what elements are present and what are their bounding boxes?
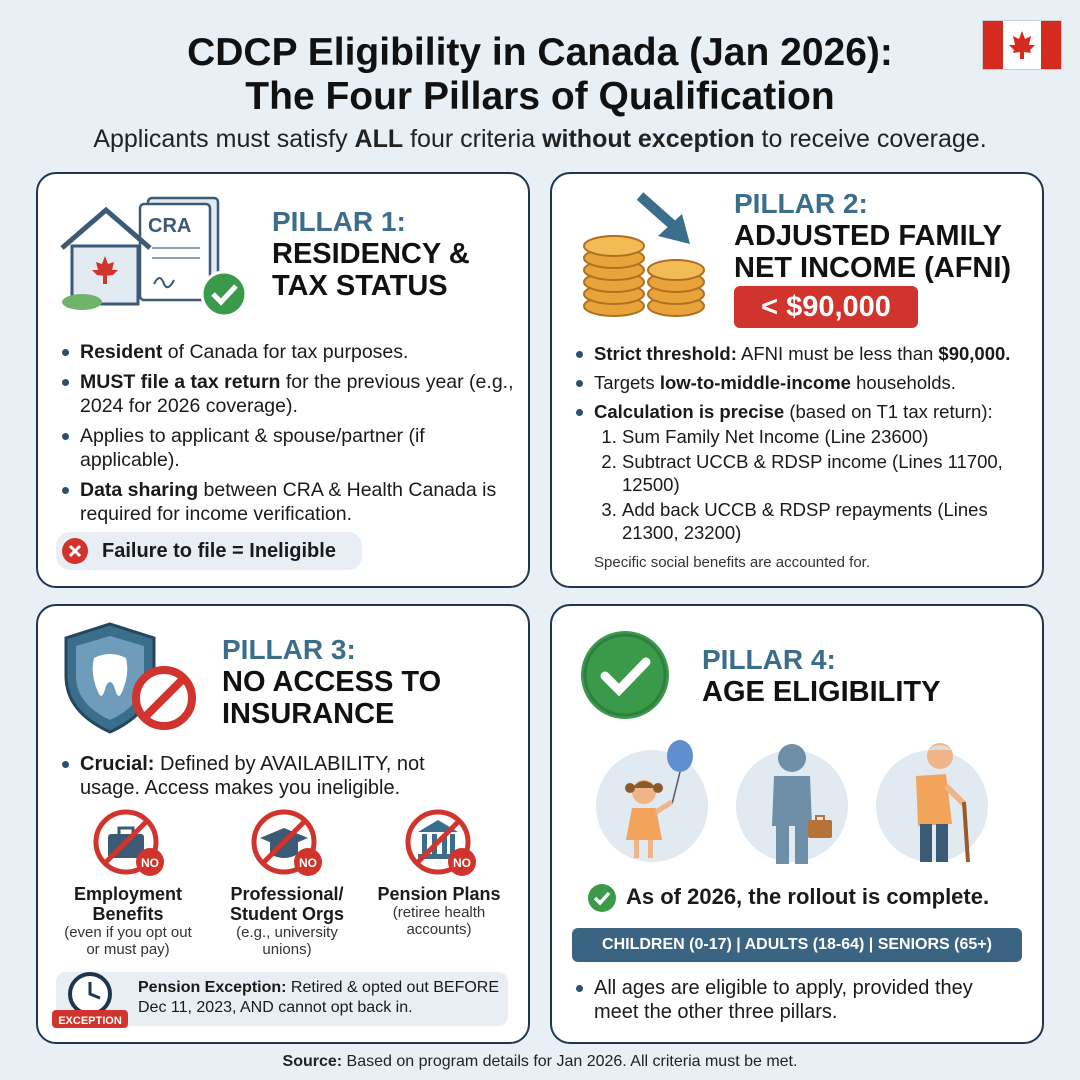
source-footer: Source: Based on program details for Jan… — [282, 1053, 798, 1070]
list-item: Targets low-to-middle-income households. — [572, 371, 1042, 394]
small-check-icon — [588, 884, 616, 912]
pillar2-number: PILLAR 2: — [734, 188, 868, 219]
house-document-icon: CRA — [60, 196, 248, 318]
pension-exception-box — [56, 972, 508, 1026]
step-item: Sum Family Net Income (Line 23600) — [622, 425, 1042, 448]
pillar1-number: PILLAR 1: — [272, 206, 406, 237]
cra-label: CRA — [148, 215, 191, 237]
pillar1-card — [36, 172, 530, 588]
calculation-steps: Sum Family Net Income (Line 23600) Subtr… — [594, 425, 1042, 544]
professional-orgs-label: Professional/ Student Orgs (e.g., univers… — [229, 884, 344, 958]
adult-briefcase-icon — [736, 744, 848, 864]
child-balloon-icon — [596, 740, 708, 862]
pillar3-title-line1: NO ACCESS TO — [222, 666, 442, 698]
coins-arrow-icon — [583, 192, 705, 317]
employment-benefits-label: Employment Benefits (even if you opt out … — [64, 884, 192, 958]
pillar1-title-line1: RESIDENCY & — [272, 238, 470, 270]
no-label: NO — [141, 856, 159, 870]
list-item: MUST file a tax return for the previous … — [58, 370, 514, 418]
pillar4-number: PILLAR 4: — [702, 644, 836, 675]
pension-exception-text: Pension Exception: Retired & opted out B… — [138, 979, 500, 1016]
pension-building-no-icon: NO — [405, 809, 476, 876]
no-label: NO — [453, 856, 471, 870]
list-item: Resident of Canada for tax purposes. — [58, 340, 514, 364]
briefcase-no-icon: NO — [93, 809, 164, 876]
pillar4-bullets: All ages are eligible to apply, provided… — [572, 976, 1012, 1030]
age-groups-bar: CHILDREN (0-17) | ADULTS (18-64) | SENIO… — [572, 928, 1022, 962]
page-title-line2: The Four Pillars of Qualification — [245, 75, 835, 118]
list-item: All ages are eligible to apply, provided… — [572, 976, 1012, 1024]
no-label: NO — [299, 856, 317, 870]
list-item: Applies to applicant & spouse/partner (i… — [58, 424, 514, 472]
check-circle-icon — [581, 631, 669, 719]
pillar1-bullets: Resident of Canada for tax purposes. MUS… — [58, 340, 514, 532]
pillar2-title-line2: NET INCOME (AFNI) — [734, 252, 1012, 284]
canada-flag-icon — [982, 20, 1062, 70]
rollout-status: As of 2026, the rollout is complete. — [626, 884, 990, 909]
pillar2-title-line1: ADJUSTED FAMILY — [734, 220, 1003, 252]
step-item: Subtract UCCB & RDSP income (Lines 11700… — [622, 450, 1042, 496]
pillar2-card — [550, 172, 1044, 588]
list-item: Crucial: Defined by AVAILABILITY, not us… — [58, 752, 478, 800]
failure-warning: Failure to file = Ineligible — [56, 532, 362, 570]
senior-cane-icon — [876, 743, 988, 863]
pillar3-bullets: Crucial: Defined by AVAILABILITY, not us… — [58, 752, 478, 806]
page-title-line1: CDCP Eligibility in Canada (Jan 2026): — [187, 31, 893, 74]
pillar3-number: PILLAR 3: — [222, 634, 356, 665]
list-item: Strict threshold: AFNI must be less than… — [572, 342, 1042, 365]
pillar1-title-line2: TAX STATUS — [272, 270, 448, 302]
subtitle: Applicants must satisfy ALL four criteri… — [93, 125, 987, 153]
pillar2-bullets: Strict threshold: AFNI must be less than… — [572, 342, 1042, 550]
graduation-cap-no-icon: NO — [251, 809, 322, 876]
pension-plans-label: Pension Plans (retiree health accounts) — [377, 884, 501, 938]
step-item: Add back UCCB & RDSP repayments (Lines 2… — [622, 498, 1042, 544]
clock-icon: EXCEPTION — [52, 972, 128, 1028]
pillar4-title: AGE ELIGIBILITY — [702, 676, 941, 708]
exception-label: EXCEPTION — [58, 1015, 122, 1027]
list-item: Data sharing between CRA & Health Canada… — [58, 478, 514, 526]
pillar3-title-line2: INSURANCE — [222, 698, 395, 730]
x-circle-icon — [62, 538, 88, 564]
pillar2-footnote: Specific social benefits are accounted f… — [594, 554, 870, 571]
shield-tooth-no-icon — [64, 622, 196, 734]
afni-threshold-badge: < $90,000 — [734, 286, 918, 328]
list-item: Calculation is precise (based on T1 tax … — [572, 400, 1042, 544]
